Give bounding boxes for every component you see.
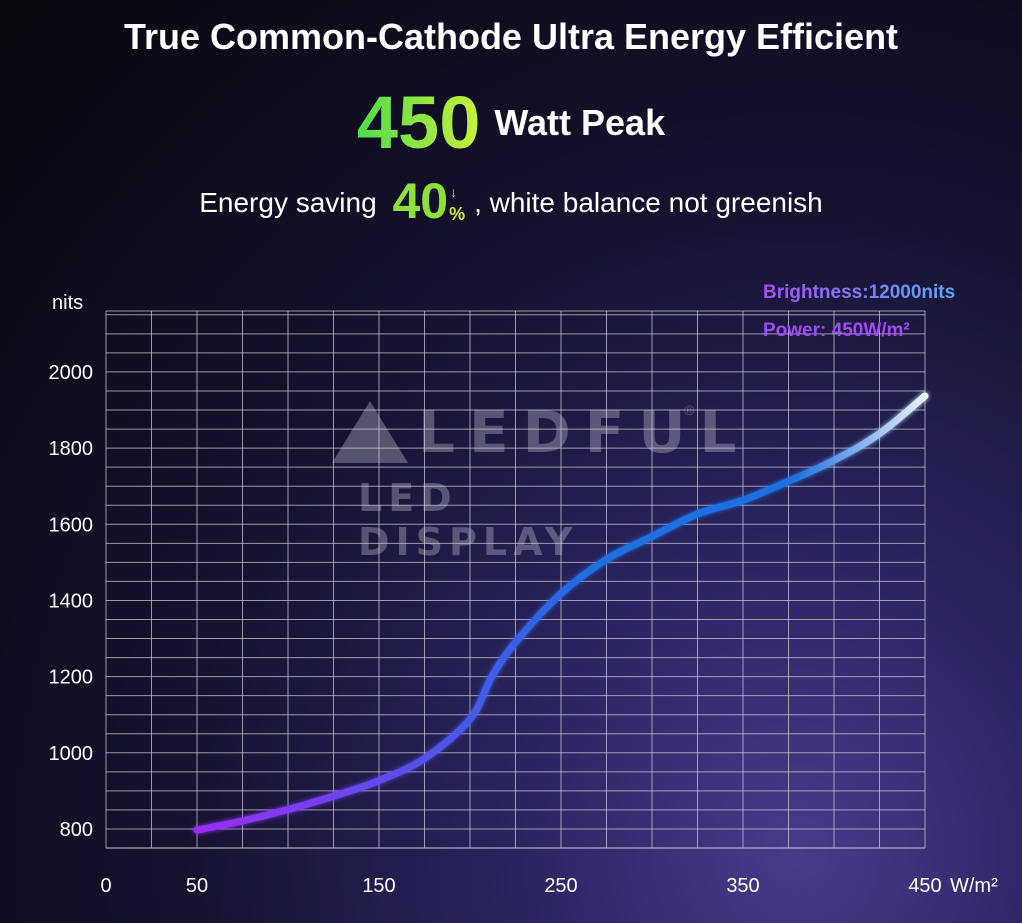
x-tick-label: 0 <box>100 875 111 897</box>
x-tick-label: 450 <box>908 875 941 897</box>
annotation-brightness: Brightness:12000nits <box>763 282 955 303</box>
y-tick-label: 1400 <box>49 590 94 612</box>
x-axis-label: W/m² <box>950 875 998 897</box>
y-tick-label: 1600 <box>49 514 94 536</box>
chart-grid <box>105 310 926 849</box>
peak-value: 450 <box>356 81 481 164</box>
annotation-power: Power: 450W/m² <box>763 320 910 341</box>
x-tick-label: 250 <box>544 875 577 897</box>
watermark: LEDFUL ® LED DISPLAY <box>332 398 736 564</box>
saving-prefix: Energy saving <box>199 187 377 218</box>
down-arrow-icon: ↓ <box>450 184 458 200</box>
saving-percent: ↓% <box>448 184 466 225</box>
y-tick-label: 1000 <box>49 743 94 765</box>
y-axis-label: nits <box>52 292 83 314</box>
series-line <box>193 392 929 834</box>
peak-unit: Watt Peak <box>494 101 666 143</box>
saving-suffix: , white balance not greenish <box>474 187 823 218</box>
x-tick-label: 50 <box>186 875 208 897</box>
y-tick-label: 1200 <box>49 667 94 689</box>
axis-ticks: 800 1000 1200 1400 1600 1800 2000 0 50 150 250 350 4… <box>49 362 942 897</box>
y-tick-label: 1800 <box>49 438 94 460</box>
page-title: True Common-Cathode Ultra Energy Efficie… <box>123 16 899 57</box>
peak-power-headline: 450 Watt Peak <box>0 80 1022 165</box>
energy-saving-line: Energy saving 40 ↓% , white balance not gr… <box>0 172 1022 230</box>
y-tick-label: 2000 <box>49 362 94 384</box>
watermark-logo: LEDFUL ® <box>332 398 736 466</box>
watermark-brand: LEDFUL <box>418 398 751 466</box>
percent-sign: % <box>449 204 466 224</box>
logo-triangle-icon <box>332 401 408 463</box>
watermark-subtitle: LED DISPLAY <box>358 476 579 564</box>
y-tick-label: 800 <box>60 819 93 841</box>
x-tick-label: 350 <box>726 875 759 897</box>
saving-value: 40 <box>392 173 449 229</box>
x-tick-label: 150 <box>362 875 395 897</box>
